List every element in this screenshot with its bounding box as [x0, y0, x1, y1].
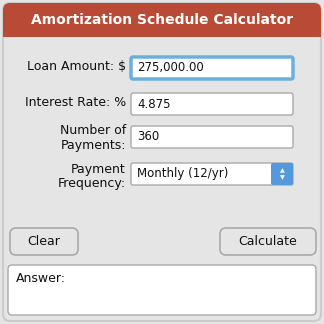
Text: ▼: ▼: [280, 175, 284, 180]
FancyBboxPatch shape: [131, 163, 293, 185]
FancyBboxPatch shape: [131, 126, 293, 148]
Text: Payment: Payment: [71, 164, 126, 177]
Text: 4.875: 4.875: [137, 98, 170, 110]
Text: Clear: Clear: [28, 235, 61, 248]
Text: ▲: ▲: [280, 168, 284, 173]
Bar: [3, 20, 321, 37]
Text: Payments:: Payments:: [61, 138, 126, 152]
Text: Monthly (12/yr): Monthly (12/yr): [137, 168, 228, 180]
FancyBboxPatch shape: [220, 228, 316, 255]
Text: Amortization Schedule Calculator: Amortization Schedule Calculator: [31, 13, 293, 27]
FancyBboxPatch shape: [8, 265, 316, 315]
Text: 275,000.00: 275,000.00: [137, 62, 204, 75]
FancyBboxPatch shape: [271, 163, 293, 185]
FancyBboxPatch shape: [3, 3, 321, 37]
FancyBboxPatch shape: [10, 228, 78, 255]
Text: Loan Amount: $: Loan Amount: $: [27, 61, 126, 74]
Text: Answer:: Answer:: [16, 272, 66, 284]
Text: Interest Rate: %: Interest Rate: %: [25, 96, 126, 109]
FancyBboxPatch shape: [131, 93, 293, 115]
Text: 360: 360: [137, 131, 159, 144]
FancyBboxPatch shape: [3, 3, 321, 321]
Text: Calculate: Calculate: [238, 235, 297, 248]
Text: Number of: Number of: [60, 124, 126, 137]
Text: Frequency:: Frequency:: [58, 178, 126, 191]
FancyBboxPatch shape: [131, 57, 293, 79]
